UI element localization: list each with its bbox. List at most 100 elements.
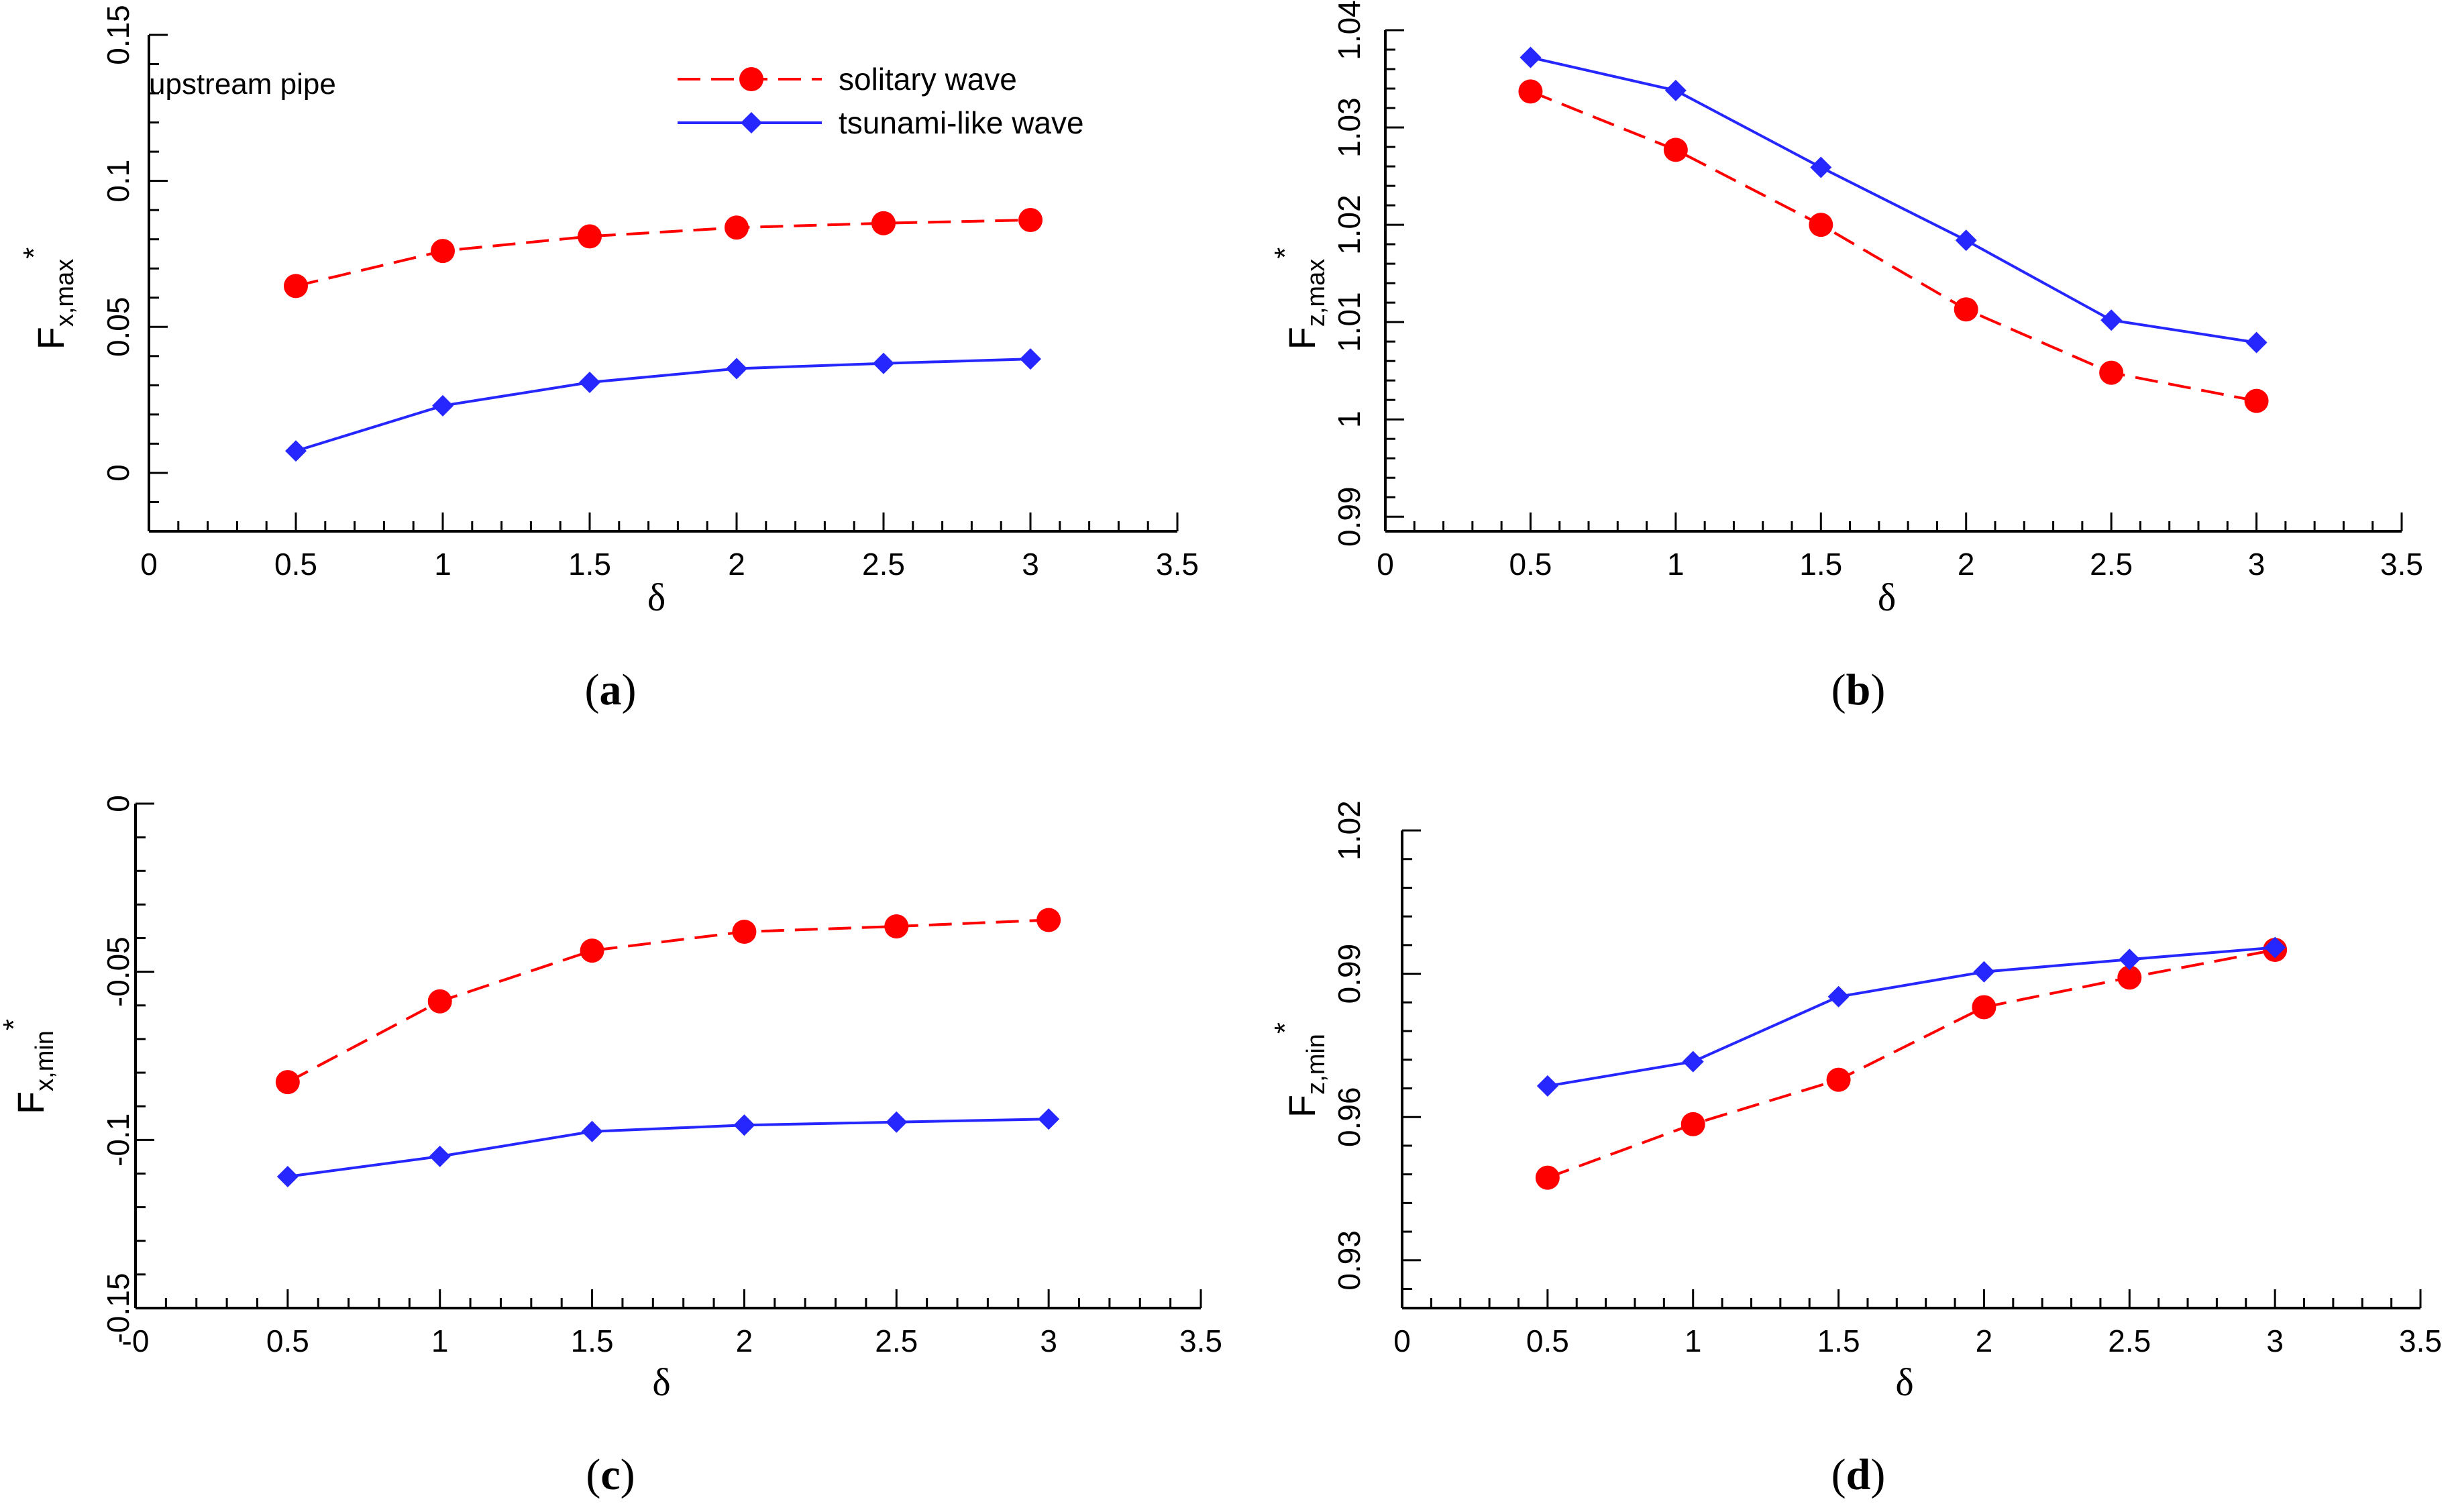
y-axis-label-sup: * (1269, 1022, 1301, 1034)
caption-open: ( (1831, 665, 1846, 714)
x-tick-label: 2.5 (2108, 1324, 2151, 1358)
x-axis-label: δ (652, 1360, 670, 1404)
x-tick-label: 3.5 (2399, 1324, 2442, 1358)
data-point-tsunami (429, 1145, 451, 1167)
caption-open: ( (585, 665, 600, 714)
caption-letter: b (1846, 665, 1871, 714)
series-line-tsunami (295, 358, 1031, 453)
data-point-tsunami (1664, 79, 1687, 101)
x-tick-label: 1 (1685, 1324, 1702, 1358)
data-point-solitary (578, 224, 602, 249)
data-point-tsunami (1520, 46, 1542, 68)
x-tick-label: 1 (434, 547, 451, 582)
caption-close: ) (621, 1450, 635, 1499)
caption-open: ( (1831, 1450, 1846, 1499)
legend-marker-tsunami (741, 112, 762, 133)
data-point-solitary (1954, 297, 1978, 322)
panel-c: -0 0.5 1 1.5 2 2.5 3 3.5 -0.15 -0.1 -0.05 0 δ Fx,min*… (0, 795, 1222, 1499)
data-point-solitary (2244, 388, 2269, 413)
data-point-solitary (871, 211, 896, 235)
data-point-tsunami (886, 1111, 908, 1133)
y-axis-label-base: F (1281, 1095, 1323, 1118)
data-point-tsunami (1020, 348, 1041, 370)
legend-label-tsunami: tsunami-like wave (839, 105, 1084, 140)
y-axis-label-sup: * (1269, 248, 1301, 259)
data-point-tsunami (2264, 936, 2286, 959)
x-tick-label: 2 (728, 547, 745, 582)
data-point-solitary (1809, 213, 1833, 237)
y-tick-label: -0.15 (101, 1273, 136, 1344)
data-point-solitary (1535, 1165, 1560, 1190)
data-point-tsunami (1682, 1050, 1704, 1073)
panel-caption: (d) (1831, 1450, 1886, 1499)
y-tick-label: 1.03 (1332, 97, 1367, 158)
x-tick-label: 0 (1393, 1324, 1411, 1358)
y-axis-label-sup: * (0, 1019, 30, 1030)
y-tick-label: 1.02 (1332, 800, 1367, 861)
data-point-solitary (275, 1070, 300, 1095)
x-tick-label: -0 (122, 1324, 150, 1358)
x-tick-label: 1 (1667, 547, 1685, 582)
y-tick-label: 1 (1332, 411, 1367, 428)
y-axis-label: Fz,max* (1269, 248, 1330, 350)
x-tick-label: 0.5 (1526, 1324, 1569, 1358)
caption-close: ) (622, 665, 637, 714)
annotation-upstream-pipe: upstream pipe (149, 68, 336, 101)
y-tick-label: 0.99 (1332, 944, 1367, 1004)
y-axis-label: Fx,min* (0, 1019, 59, 1114)
y-axis-label-sup: * (17, 248, 50, 259)
series-line-tsunami (287, 1118, 1049, 1178)
caption-letter: d (1846, 1450, 1871, 1499)
caption-close: ) (1870, 665, 1885, 714)
data-point-solitary (1826, 1067, 1851, 1092)
y-tick-label: 0.1 (101, 160, 136, 203)
x-tick-label: 3 (2266, 1324, 2284, 1358)
series-line-solitary (286, 918, 1049, 1083)
data-point-solitary (1018, 207, 1043, 232)
caption-letter: a (600, 665, 622, 714)
x-axis-label: δ (1878, 576, 1896, 619)
data-point-solitary (427, 989, 452, 1014)
data-point-tsunami (285, 440, 307, 462)
y-axis-label-base: F (30, 327, 72, 349)
panel-caption: (a) (585, 665, 637, 714)
caption-open: ( (586, 1450, 600, 1499)
x-tick-label: 2 (736, 1324, 753, 1358)
panel-caption: (b) (1831, 665, 1886, 714)
x-tick-label: 2 (1976, 1324, 1993, 1358)
data-point-tsunami (581, 1120, 603, 1142)
data-point-solitary (2117, 965, 2142, 990)
caption-close: ) (1870, 1450, 1885, 1499)
y-axis-label: Fx,max* (17, 248, 79, 350)
series-line-tsunami (1530, 56, 2257, 344)
series-line-solitary (295, 218, 1031, 288)
x-tick-label: 0.5 (266, 1324, 309, 1358)
x-tick-label: 0.5 (274, 547, 317, 582)
data-point-tsunami (873, 352, 894, 374)
y-axis-label-base: F (9, 1091, 52, 1114)
x-tick-label: 1.5 (568, 547, 611, 582)
data-point-tsunami (579, 372, 600, 393)
data-point-solitary (732, 920, 757, 944)
data-point-tsunami (1973, 961, 1995, 983)
y-tick-label: 0.93 (1332, 1230, 1367, 1291)
x-tick-label: 1 (431, 1324, 449, 1358)
data-point-tsunami (2245, 331, 2268, 354)
data-point-tsunami (1536, 1075, 1558, 1097)
y-tick-label: 1.02 (1332, 195, 1367, 255)
x-tick-label: 1.5 (1817, 1324, 1860, 1358)
data-point-tsunami (2100, 309, 2123, 331)
x-tick-label: 3 (2248, 547, 2266, 582)
data-point-tsunami (1827, 985, 1850, 1008)
x-axis-label: δ (1895, 1360, 1913, 1404)
data-point-tsunami (733, 1114, 755, 1136)
y-tick-label: 1.04 (1332, 0, 1367, 60)
data-point-solitary (431, 239, 455, 264)
series-line-solitary (1547, 949, 2276, 1179)
y-tick-label: 0.99 (1332, 486, 1367, 547)
y-tick-label: -0.1 (101, 1114, 136, 1167)
series-line-tsunami (1547, 946, 2276, 1087)
data-point-solitary (2099, 360, 2124, 385)
x-tick-label: 1.5 (1799, 547, 1842, 582)
y-axis-label-sub: x,min (31, 1030, 59, 1091)
